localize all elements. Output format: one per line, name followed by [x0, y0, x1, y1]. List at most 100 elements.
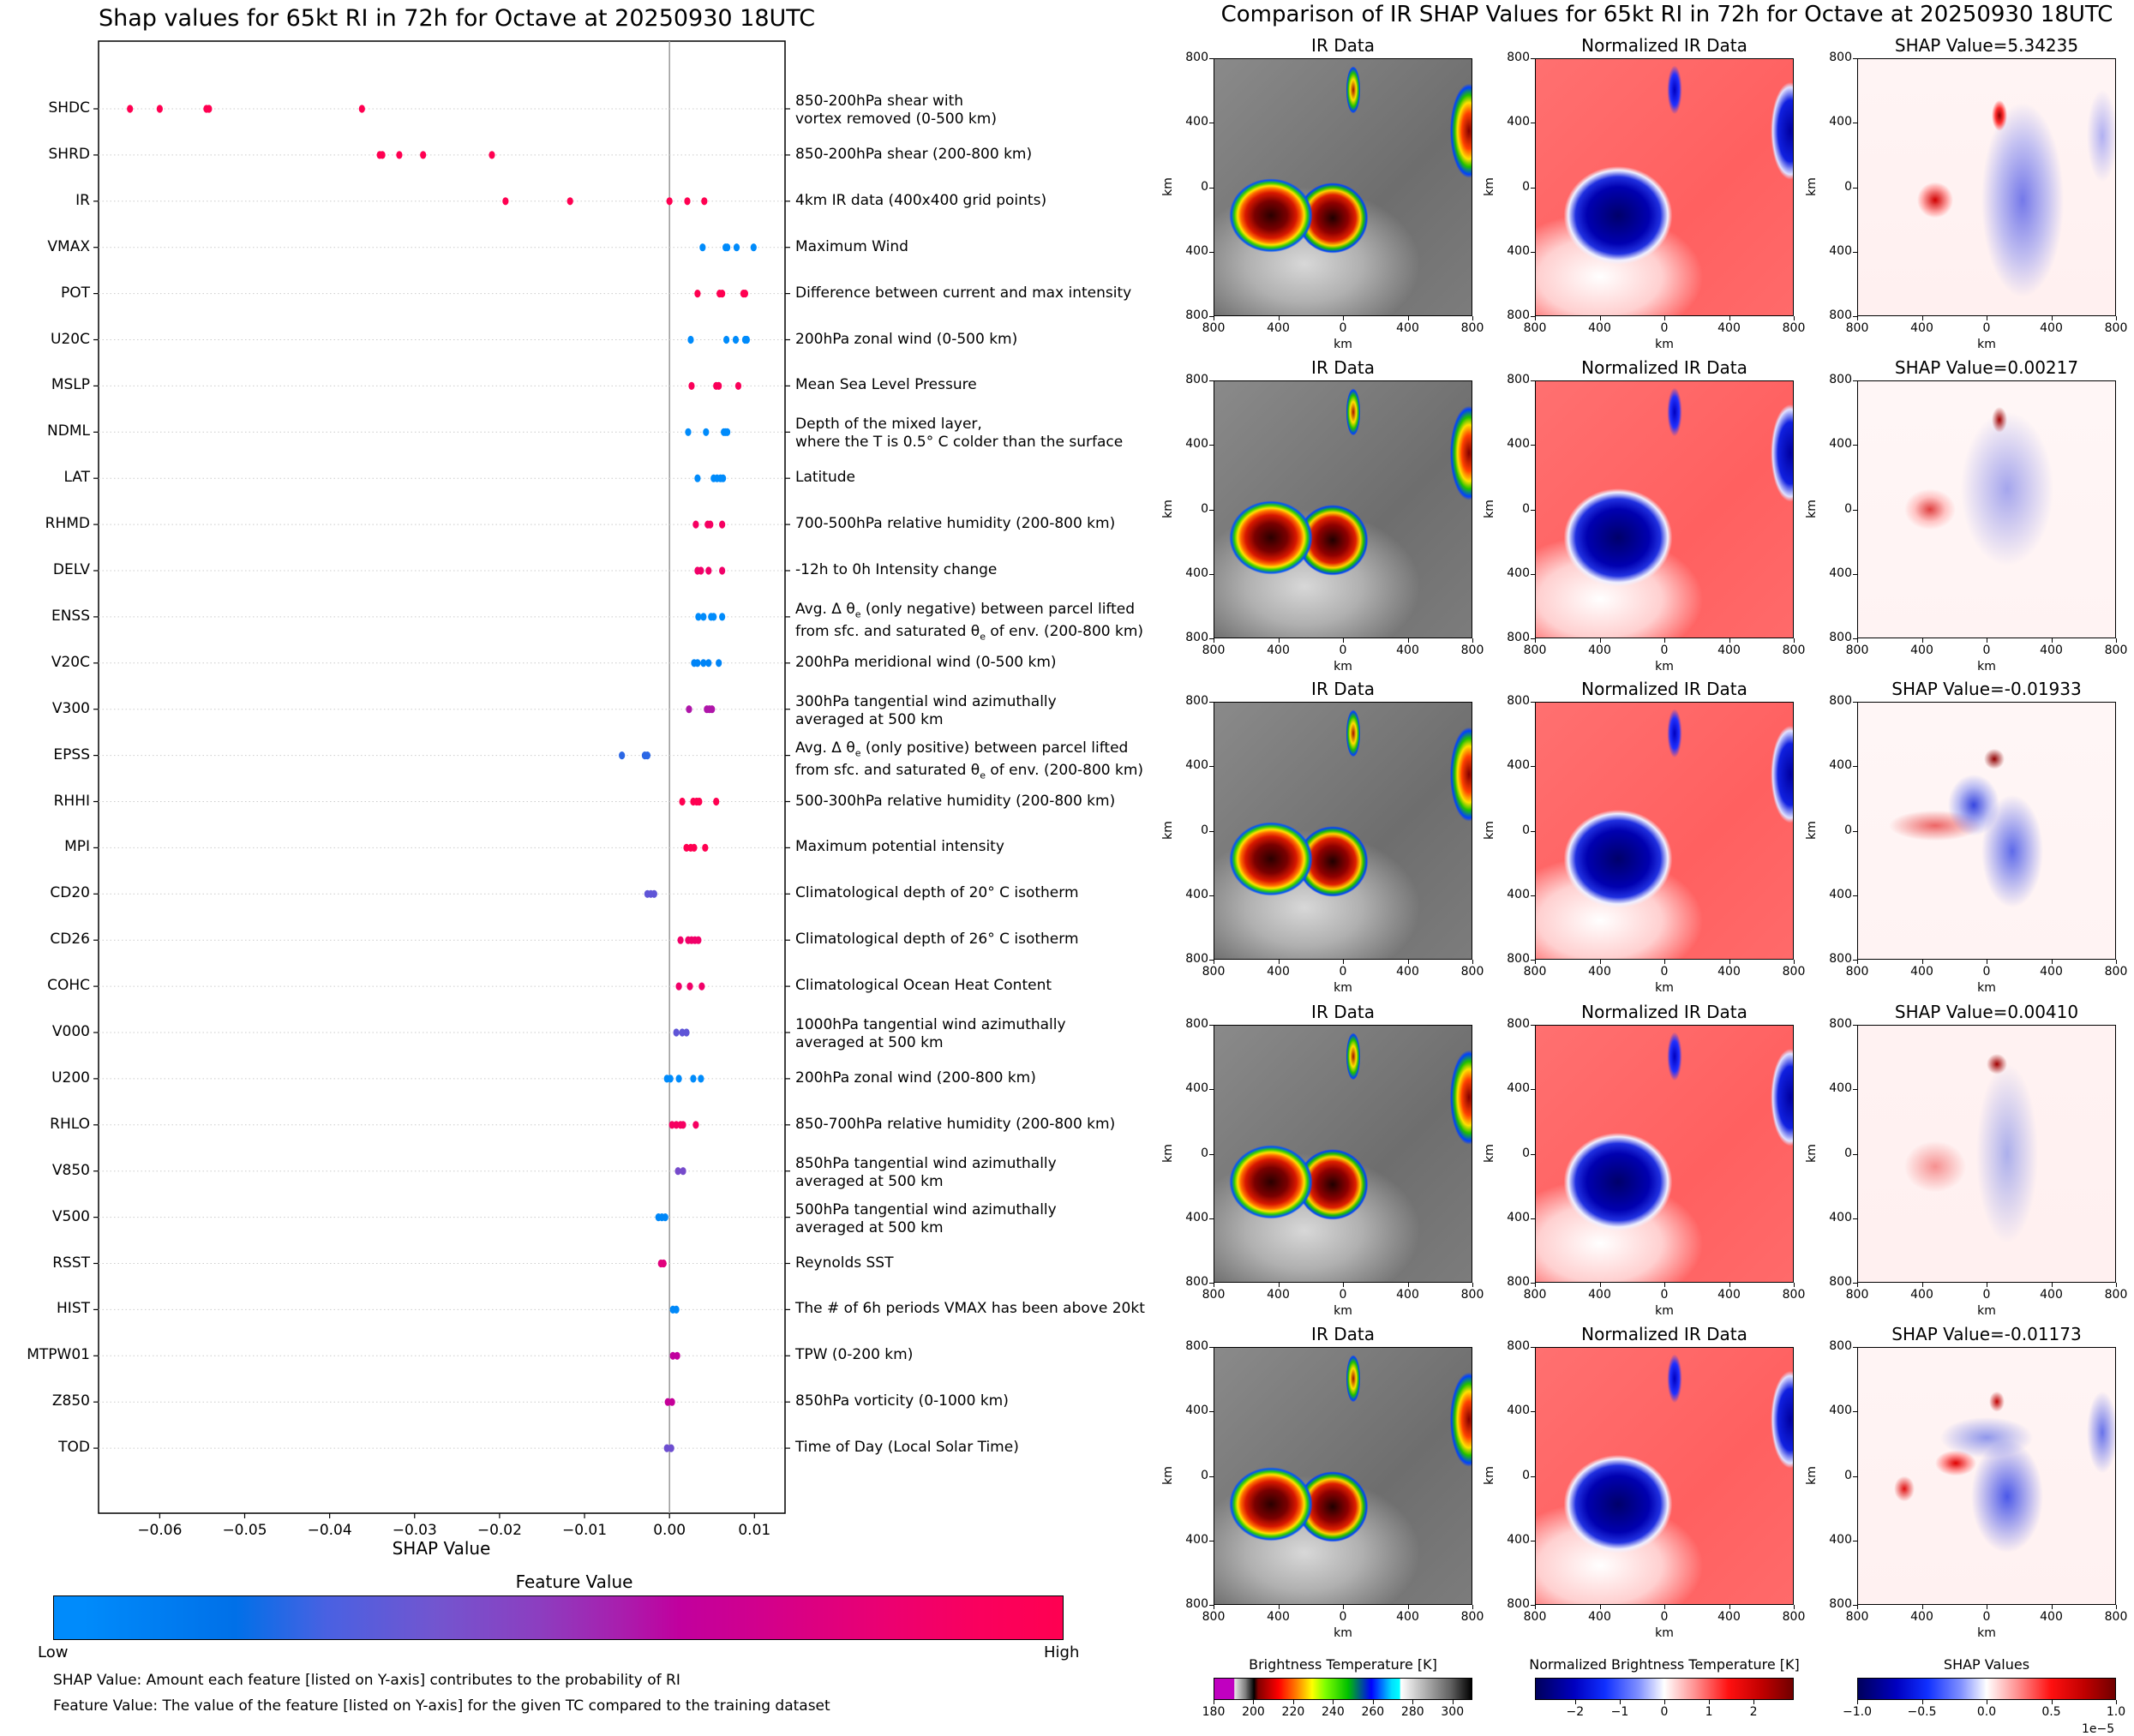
shap-point [675, 1075, 682, 1083]
shap-point [566, 197, 573, 206]
y-tick-mark [1853, 1089, 1857, 1091]
feature-description: Reynolds SST [795, 1254, 894, 1272]
normalized-brightness-colorbar-title: Normalized Brightness Temperature [K] [1529, 1656, 1800, 1673]
shap-point [502, 197, 509, 206]
ir-image-panel [1214, 1025, 1472, 1283]
x-tick-label: 400 [1396, 321, 1419, 335]
x-tick-mark [1407, 1283, 1409, 1287]
shap-map-panel [1857, 702, 2116, 960]
feature-name-cd20: CD20 [50, 884, 90, 902]
y-tick-label: 400 [1829, 437, 1852, 452]
y-tick-label: 400 [1185, 758, 1208, 773]
x-tick-mark [1599, 316, 1601, 320]
shap-value-title: SHAP Value=5.34235 [1894, 35, 2079, 56]
colorbar-offset-label: 1e−5 [2082, 1722, 2115, 1736]
feature-name-mslp: MSLP [51, 376, 90, 394]
shap-point [644, 751, 651, 760]
colorbar-tick-mark [1921, 1700, 1923, 1704]
feature-name-mpi: MPI [64, 838, 90, 856]
y-tick-mark [1853, 380, 1857, 381]
y-tick-label: 400 [1507, 758, 1530, 773]
y-tick-mark [1531, 895, 1535, 896]
colorbar-tick-label: −1.0 [1843, 1705, 1872, 1719]
x-tick-mark [1794, 960, 1795, 964]
y-tick-mark [1853, 1218, 1857, 1219]
x-tick-mark [1921, 638, 1923, 643]
feature-description: 1000hPa tangential wind azimuthally avera… [795, 1016, 1066, 1051]
x-tick-label: 0 [1982, 965, 1991, 979]
y-tick-mark [1531, 830, 1535, 832]
y-tick-label: 800 [1507, 1339, 1530, 1353]
ir-data-title: IR Data [1311, 679, 1375, 699]
x-tick-mark [1664, 960, 1665, 964]
y-tick-mark [1209, 1153, 1214, 1155]
y-tick-label: 800 [1829, 1597, 1852, 1611]
shap-point [723, 428, 731, 436]
x-tick-mark [1729, 638, 1730, 643]
colorbar-tick-mark [1333, 1700, 1334, 1704]
y-tick-label: 0 [1844, 179, 1852, 194]
x-tick-mark [1921, 960, 1923, 964]
shap-point [679, 797, 686, 806]
x-tick-mark [1472, 1283, 1473, 1287]
normalized-ir-panel [1535, 1025, 1794, 1283]
shap-point [673, 1121, 680, 1129]
y-tick-label: 400 [1507, 115, 1530, 129]
x-tick-label: 0 [1660, 965, 1669, 979]
feature-description: The # of 6h periods VMAX has been above … [795, 1300, 1145, 1318]
y-tick-label: 400 [1185, 1404, 1208, 1418]
x-tick-label: −0.03 [392, 1522, 437, 1539]
x-tick-mark [1664, 316, 1665, 320]
ir-data-title: IR Data [1311, 1324, 1375, 1344]
x-tick-label: 400 [1717, 321, 1741, 335]
feature-description: 850hPa vorticity (0-1000 km) [795, 1392, 1009, 1410]
y-tick-mark [1853, 251, 1857, 253]
ir-data-title: IR Data [1311, 357, 1375, 378]
colorbar-tick-label: −0.5 [1907, 1705, 1937, 1719]
shap-point [698, 982, 705, 991]
shap-value-title: SHAP Value=0.00410 [1894, 1002, 2079, 1022]
x-tick-mark [1664, 638, 1665, 643]
feature-name-v20c: V20C [51, 653, 90, 671]
shap-point [743, 335, 750, 344]
y-tick-mark [1531, 509, 1535, 511]
shap-point [741, 290, 749, 298]
x-tick-label: 800 [2104, 321, 2128, 335]
ir-image-panel [1214, 702, 1472, 960]
shap-point [679, 1028, 686, 1037]
x-tick-mark [2051, 960, 2053, 964]
x-tick-mark [1664, 1605, 1665, 1609]
feature-name-v000: V000 [51, 1023, 90, 1040]
colorbar-tick-mark [1664, 1700, 1665, 1704]
shap-point [687, 335, 694, 344]
x-tick-label: 0 [1660, 644, 1669, 657]
x-tick-mark [1407, 960, 1409, 964]
left-chart-title: Shap values for 65kt RI in 72h for Octav… [99, 5, 816, 32]
y-axis-label: km [1482, 1143, 1496, 1163]
y-axis-label: km [1804, 820, 1819, 840]
x-tick-label: 400 [1267, 1288, 1290, 1302]
x-tick-label: 800 [2104, 1288, 2128, 1302]
normalized-ir-panel [1535, 1347, 1794, 1605]
brightness-temperature-colorbar [1214, 1678, 1472, 1700]
shap-summary-plot [93, 40, 790, 1518]
shap-point [127, 105, 134, 113]
y-axis-label: km [1482, 499, 1496, 518]
x-tick-label: 800 [1523, 644, 1547, 657]
y-axis-label: km [1482, 1465, 1496, 1485]
feature-description: Maximum Wind [795, 237, 908, 255]
x-tick-label: 800 [1782, 644, 1806, 657]
y-tick-label: 400 [1185, 566, 1208, 580]
colorbar-tick-mark [1412, 1700, 1414, 1704]
y-tick-label: 0 [1201, 1146, 1208, 1160]
colorbar-tick-label: 240 [1322, 1705, 1345, 1719]
x-tick-label: 0 [1339, 1288, 1347, 1302]
normalized-ir-panel [1535, 58, 1794, 316]
shap-point [206, 105, 213, 113]
x-tick-mark [1729, 1283, 1730, 1287]
y-tick-mark [1531, 1347, 1535, 1348]
x-tick-label: 400 [2040, 1610, 2063, 1624]
y-tick-mark [1531, 638, 1535, 639]
y-tick-label: 400 [1829, 758, 1852, 773]
y-tick-label: 0 [1522, 1146, 1530, 1160]
